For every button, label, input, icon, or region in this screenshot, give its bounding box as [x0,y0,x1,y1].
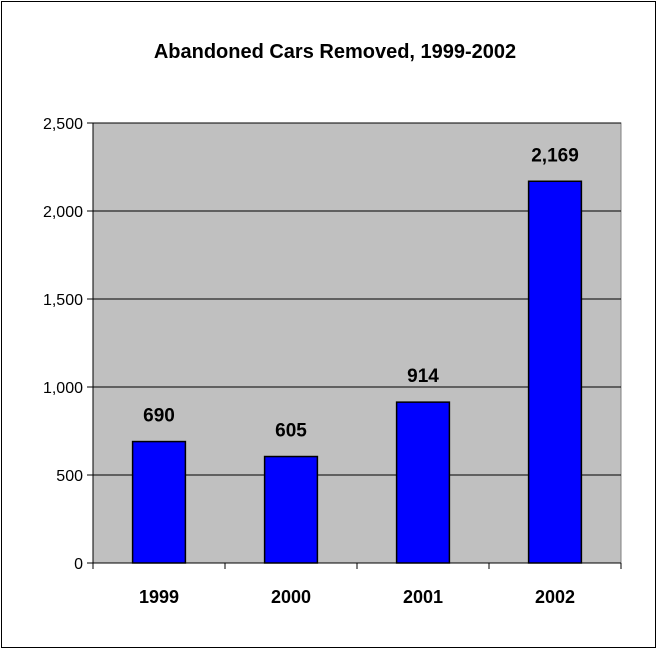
bar-1999 [131,440,187,564]
bar-2001 [395,401,451,564]
bar-2000 [263,455,319,564]
y-tick-label: 2,000 [43,204,83,221]
y-tick-label: 1,000 [43,380,83,397]
y-tick-label: 2,500 [43,116,83,133]
y-tick-label: 500 [56,468,83,485]
x-tick-label: 2002 [535,587,575,607]
y-tick-label: 1,500 [43,292,83,309]
bar-2002 [527,180,583,564]
x-tick-label: 2000 [271,587,311,607]
y-tick-label: 0 [74,556,83,573]
x-tick-label: 1999 [139,587,179,607]
chart-title: Abandoned Cars Removed, 1999-2002 [154,41,516,63]
data-label: 2,169 [531,145,579,166]
x-tick-label: 2001 [403,587,443,607]
data-label: 605 [275,421,307,442]
data-label: 690 [143,406,175,427]
data-label: 914 [407,366,439,387]
